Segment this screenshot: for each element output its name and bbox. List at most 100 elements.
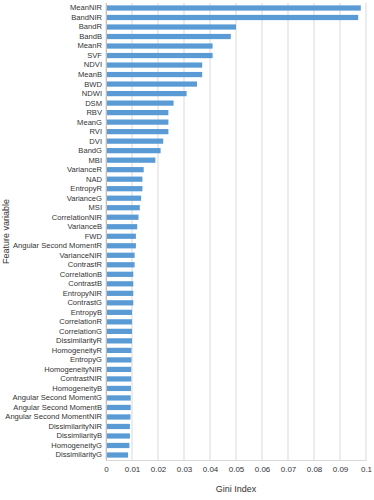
grid-line: [106, 3, 107, 460]
y-tick: BWD: [84, 80, 106, 89]
y-tick: MBI: [88, 156, 106, 165]
bar: [106, 395, 131, 400]
y-tick: DSM: [85, 99, 106, 108]
y-tick-label: MBI: [88, 156, 102, 165]
y-tick-label: HomogeneityB: [52, 384, 102, 393]
grid-line: [366, 3, 367, 460]
y-tick: NDWI: [82, 89, 106, 98]
bar: [106, 300, 133, 305]
x-tick-label: 0.02: [151, 465, 167, 474]
bar: [106, 405, 131, 410]
grid-line: [210, 3, 211, 460]
y-tick: Angular Second MomentG: [13, 393, 107, 402]
y-tick-label: MeanNIR: [70, 3, 103, 12]
grid-line: [340, 3, 341, 460]
bars: [106, 5, 361, 457]
bar: [106, 338, 132, 343]
y-tick: EntropyR: [70, 184, 106, 193]
x-tick: 0.1: [361, 460, 373, 474]
y-tick-label: ContrastB: [68, 279, 102, 288]
y-tick: CorrelationG: [59, 327, 106, 336]
y-tick: VarianceNIR: [60, 251, 107, 260]
y-tick-label: BandR: [79, 22, 103, 31]
bar: [106, 272, 133, 277]
y-tick: ContrastB: [68, 279, 106, 288]
x-tick-label: 0.04: [203, 465, 219, 474]
bar: [106, 129, 168, 134]
bar: [106, 262, 135, 267]
x-tick: 0: [104, 460, 109, 474]
y-tick: Angular Second MomentNIR: [5, 412, 106, 421]
bar: [106, 243, 136, 248]
y-tick: CorrelationB: [60, 270, 106, 279]
x-tick: 0.09: [333, 460, 349, 474]
y-axis: MeanNIRBandNIRBandRBandBMeanRSVFNDVIMean…: [5, 3, 106, 460]
grid-line: [184, 3, 185, 460]
y-tick: VarianceR: [67, 165, 106, 174]
y-tick-label: Angular Second MomentR: [13, 241, 103, 250]
bar: [106, 291, 133, 296]
grid-line: [236, 3, 237, 460]
y-tick: VarianceB: [68, 222, 106, 231]
y-tick-label: MeanR: [78, 41, 103, 50]
y-tick: RVI: [89, 127, 106, 136]
grid-line: [288, 3, 289, 460]
y-tick-label: ContrastR: [68, 260, 103, 269]
y-tick: ContrastNIR: [60, 374, 106, 383]
bar: [106, 319, 132, 324]
bar: [106, 43, 213, 48]
y-tick-label: VarianceG: [67, 194, 102, 203]
x-tick-label: 0: [104, 465, 109, 474]
y-tick-label: CorrelationG: [59, 327, 102, 336]
bar: [106, 186, 142, 191]
y-tick: ContrastR: [68, 260, 106, 269]
y-tick-label: VarianceNIR: [60, 251, 103, 260]
bar: [106, 234, 136, 239]
bar: [106, 91, 187, 96]
x-tick: 0.01: [125, 460, 141, 474]
y-tick: BandNIR: [71, 13, 106, 22]
x-tick-label: 0.08: [307, 465, 323, 474]
bar: [106, 224, 137, 229]
y-axis-line: [106, 4, 107, 461]
grid-line: [158, 3, 159, 460]
y-tick: MSI: [88, 203, 106, 212]
y-tick-label: EntropyG: [70, 355, 102, 364]
y-tick-label: BandG: [78, 146, 102, 155]
y-tick-label: Angular Second MomentB: [13, 403, 102, 412]
y-tick: CorrelationR: [59, 317, 106, 326]
y-tick-label: CorrelationR: [59, 317, 102, 326]
bar: [106, 329, 132, 334]
y-axis-title: Feature variable: [1, 199, 11, 264]
y-tick-label: DissimilarityR: [56, 336, 102, 345]
plot: 00.010.020.030.040.050.060.070.080.090.1…: [5, 3, 372, 474]
y-tick-label: BandB: [79, 32, 102, 41]
y-tick-label: SVF: [87, 51, 102, 60]
y-tick-label: BandNIR: [71, 13, 102, 22]
y-tick: MeanR: [78, 41, 106, 50]
y-tick-label: HomogeneityNIR: [44, 365, 102, 374]
y-tick-label: DSM: [85, 99, 102, 108]
y-tick: EntropyG: [70, 355, 106, 364]
x-tick-label: 0.05: [229, 465, 245, 474]
x-tick: 0.02: [151, 460, 167, 474]
y-tick: HomogeneityNIR: [44, 365, 106, 374]
y-tick-label: EntropyB: [71, 308, 102, 317]
bar: [106, 281, 133, 286]
y-tick-label: EntropyR: [70, 184, 102, 193]
y-tick-label: RVI: [89, 127, 102, 136]
y-tick: CorrelationNIR: [52, 213, 106, 222]
y-tick: BandB: [79, 32, 106, 41]
bar: [106, 158, 155, 163]
y-tick: HomogeneityG: [51, 441, 106, 450]
bar: [106, 100, 174, 105]
y-tick-label: HomogeneityR: [52, 346, 103, 355]
bar: [106, 139, 163, 144]
y-tick-label: ContrastG: [67, 298, 102, 307]
y-tick: DVI: [89, 137, 106, 146]
y-tick-label: MeanB: [78, 70, 102, 79]
y-tick: DissimilarityR: [56, 336, 106, 345]
chart: 00.010.020.030.040.050.060.070.080.090.1…: [0, 0, 374, 500]
bar: [106, 110, 168, 115]
y-tick-label: Angular Second MomentG: [13, 393, 103, 402]
